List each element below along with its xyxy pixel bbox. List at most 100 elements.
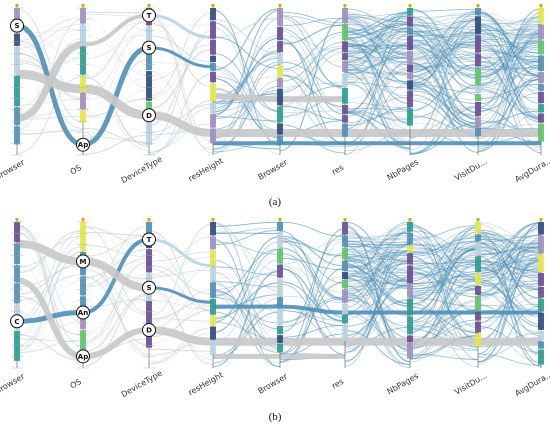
category-bar[interactable] <box>342 61 348 72</box>
axis-handle-icon[interactable] <box>15 4 19 7</box>
category-bar[interactable] <box>342 289 348 303</box>
category-bar[interactable] <box>210 259 216 267</box>
category-marker[interactable]: S <box>142 40 156 55</box>
category-bar[interactable] <box>538 341 544 349</box>
category-bar[interactable] <box>407 245 413 253</box>
category-bar[interactable] <box>80 110 86 123</box>
category-bar[interactable] <box>210 250 216 259</box>
axis-1[interactable] <box>77 218 89 369</box>
category-bar[interactable] <box>538 24 544 40</box>
axis-handle-icon[interactable] <box>278 4 282 7</box>
category-bar[interactable] <box>14 265 20 283</box>
axis-5[interactable] <box>342 218 348 368</box>
category-bar[interactable] <box>538 222 544 235</box>
category-bar[interactable] <box>277 308 283 326</box>
category-bar[interactable] <box>210 8 216 21</box>
category-bar[interactable] <box>277 88 283 106</box>
category-bar[interactable] <box>538 349 544 365</box>
category-bar[interactable] <box>342 303 348 314</box>
category-bar[interactable] <box>538 330 544 341</box>
category-bar[interactable] <box>342 123 348 137</box>
category-bar[interactable] <box>14 75 20 107</box>
category-bar[interactable] <box>538 40 544 55</box>
category-bar[interactable] <box>342 53 348 60</box>
category-bar[interactable] <box>277 41 283 53</box>
category-bar[interactable] <box>14 33 20 46</box>
category-bar[interactable] <box>407 108 413 126</box>
category-bar[interactable] <box>538 113 544 123</box>
category-bar[interactable] <box>475 242 481 256</box>
category-bar[interactable] <box>538 72 544 84</box>
category-marker[interactable]: M <box>76 254 90 269</box>
category-bar[interactable] <box>342 314 348 324</box>
category-bar[interactable] <box>146 114 152 146</box>
category-bar[interactable] <box>210 236 216 250</box>
category-bar[interactable] <box>80 222 86 251</box>
axis-handle-icon[interactable] <box>476 218 480 221</box>
category-marker[interactable]: T <box>142 232 156 247</box>
axis-2[interactable] <box>143 4 155 156</box>
category-marker[interactable]: S <box>142 280 156 295</box>
category-marker[interactable]: C <box>10 314 24 329</box>
category-bar[interactable] <box>538 235 544 254</box>
category-bar[interactable] <box>14 243 20 265</box>
category-bar[interactable] <box>407 232 413 245</box>
category-bar[interactable] <box>210 114 216 128</box>
category-bar[interactable] <box>475 53 481 67</box>
category-bar[interactable] <box>277 296 283 308</box>
axis-6[interactable] <box>407 218 413 368</box>
axis-handle-icon[interactable] <box>211 4 215 7</box>
category-bar[interactable] <box>407 298 413 316</box>
category-bar[interactable] <box>407 8 413 16</box>
category-bar[interactable] <box>342 247 348 260</box>
category-bar[interactable] <box>277 78 283 88</box>
category-bar[interactable] <box>210 282 216 298</box>
category-bar[interactable] <box>538 104 544 113</box>
category-bar[interactable] <box>475 295 481 311</box>
category-bar[interactable] <box>475 321 481 333</box>
category-bar[interactable] <box>342 8 348 24</box>
category-bar[interactable] <box>475 102 481 117</box>
category-bar[interactable] <box>210 83 216 102</box>
category-bar[interactable] <box>277 135 283 144</box>
axis-handle-icon[interactable] <box>81 218 85 221</box>
category-bar[interactable] <box>277 264 283 278</box>
category-bar[interactable] <box>14 283 20 304</box>
category-bar[interactable] <box>80 75 86 92</box>
category-bar[interactable] <box>80 276 86 296</box>
axis-4[interactable] <box>277 4 283 155</box>
category-bar[interactable] <box>475 333 481 347</box>
category-bar[interactable] <box>475 273 481 285</box>
category-bar[interactable] <box>342 324 348 341</box>
category-bar[interactable] <box>538 298 544 312</box>
category-bar[interactable] <box>277 123 283 135</box>
category-bar[interactable] <box>342 88 348 104</box>
category-bar[interactable] <box>342 73 348 88</box>
category-bar[interactable] <box>146 53 152 71</box>
category-bar[interactable] <box>475 234 481 242</box>
category-bar[interactable] <box>342 104 348 115</box>
category-bar[interactable] <box>210 55 216 63</box>
axis-handle-icon[interactable] <box>343 4 347 7</box>
category-bar[interactable] <box>146 222 152 235</box>
category-bar[interactable] <box>146 101 152 114</box>
category-bar[interactable] <box>475 8 481 16</box>
category-bar[interactable] <box>475 256 481 272</box>
category-bar[interactable] <box>407 64 413 72</box>
category-bar[interactable] <box>407 222 413 232</box>
category-bar[interactable] <box>538 55 544 71</box>
category-bar[interactable] <box>210 63 216 71</box>
axis-handle-icon[interactable] <box>408 218 412 221</box>
axis-handle-icon[interactable] <box>211 218 215 221</box>
category-bar[interactable] <box>146 26 152 53</box>
category-bar[interactable] <box>210 222 216 236</box>
category-marker[interactable]: D <box>142 323 156 338</box>
category-bar[interactable] <box>342 41 348 53</box>
category-bar[interactable] <box>277 26 283 41</box>
category-bar[interactable] <box>342 115 348 123</box>
axis-handle-icon[interactable] <box>15 218 19 221</box>
axis-handle-icon[interactable] <box>278 218 282 221</box>
category-marker[interactable]: Ap <box>76 349 90 364</box>
category-bar[interactable] <box>407 51 413 64</box>
category-bar[interactable] <box>342 280 348 289</box>
